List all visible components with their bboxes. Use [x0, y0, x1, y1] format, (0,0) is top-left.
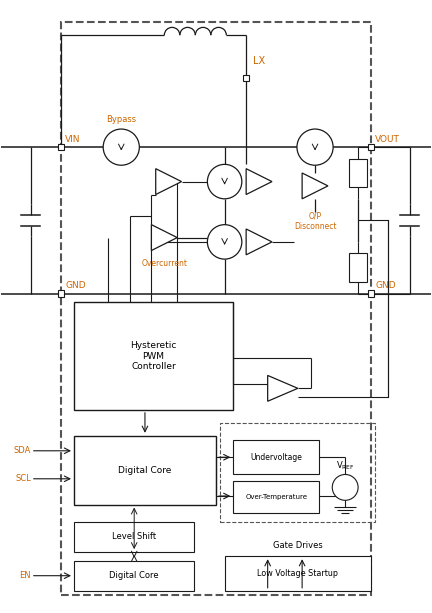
- Text: Hysteretic
PWM
Controller: Hysteretic PWM Controller: [130, 341, 177, 371]
- Bar: [74, 561, 194, 591]
- Text: Level Shift: Level Shift: [112, 533, 156, 541]
- Text: GND: GND: [65, 281, 86, 290]
- Bar: [233, 481, 319, 513]
- Polygon shape: [246, 169, 272, 194]
- Bar: [349, 253, 367, 282]
- Text: VIN: VIN: [65, 135, 81, 143]
- Text: Digital Core: Digital Core: [109, 571, 159, 580]
- Polygon shape: [302, 173, 328, 199]
- Bar: [58, 144, 64, 150]
- Circle shape: [207, 225, 242, 259]
- Text: EN: EN: [19, 571, 31, 580]
- Polygon shape: [268, 375, 298, 402]
- Polygon shape: [156, 169, 181, 194]
- Text: GND: GND: [375, 281, 396, 290]
- Text: VOUT: VOUT: [375, 135, 400, 143]
- Bar: [368, 291, 374, 297]
- Bar: [74, 302, 233, 410]
- Text: $\mathregular{V_{REF}}$: $\mathregular{V_{REF}}$: [336, 460, 355, 472]
- Circle shape: [332, 474, 358, 500]
- Circle shape: [207, 164, 242, 199]
- Text: O/P
Disconnect: O/P Disconnect: [294, 211, 336, 231]
- Polygon shape: [246, 229, 272, 255]
- Bar: [220, 423, 375, 522]
- Text: Low Voltage Startup: Low Voltage Startup: [257, 569, 338, 578]
- Bar: [368, 144, 374, 150]
- Text: Over-Temperature: Over-Temperature: [245, 494, 307, 500]
- Bar: [74, 436, 216, 504]
- Bar: [61, 22, 371, 595]
- Bar: [58, 291, 64, 297]
- Bar: [233, 440, 319, 474]
- Circle shape: [297, 129, 333, 166]
- Text: Undervoltage: Undervoltage: [251, 453, 302, 462]
- Bar: [349, 159, 367, 188]
- Text: Overcurrent: Overcurrent: [141, 259, 187, 268]
- Text: SDA: SDA: [13, 446, 31, 455]
- Bar: [225, 557, 371, 591]
- Bar: [243, 75, 249, 82]
- Text: Gate Drives: Gate Drives: [273, 541, 323, 550]
- Text: LX: LX: [253, 56, 265, 66]
- Circle shape: [103, 129, 140, 166]
- Text: Bypass: Bypass: [106, 115, 137, 124]
- Bar: [74, 522, 194, 552]
- Text: Digital Core: Digital Core: [118, 466, 172, 474]
- Polygon shape: [151, 225, 177, 251]
- Text: SCL: SCL: [15, 474, 31, 483]
